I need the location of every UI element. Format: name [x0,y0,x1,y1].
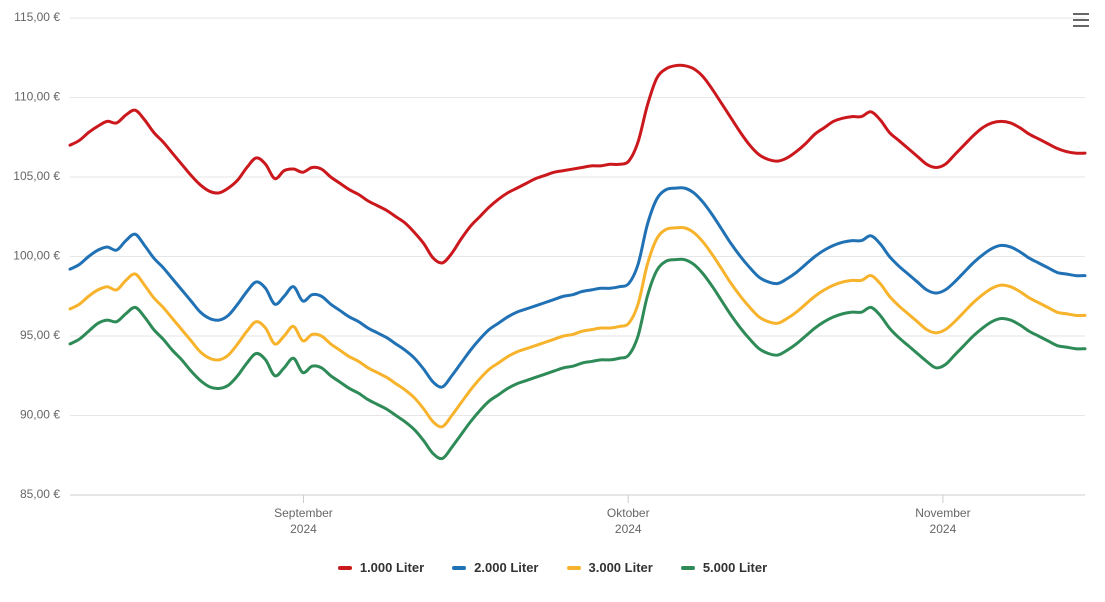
x-axis-tick-sublabel: 2024 [290,522,317,536]
series-line [70,65,1085,263]
legend-item[interactable]: 2.000 Liter [452,560,538,575]
y-axis-tick-label: 110,00 € [14,90,60,104]
x-axis-tick-label: November [915,506,970,520]
legend-swatch [681,566,695,570]
legend-item[interactable]: 3.000 Liter [567,560,653,575]
legend-swatch [338,566,352,570]
legend-item[interactable]: 1.000 Liter [338,560,424,575]
y-axis-tick-label: 85,00 € [20,487,60,501]
legend-label: 1.000 Liter [360,560,424,575]
price-chart: 85,00 € 90,00 € 95,00 € 100,00 € 105,00 € 110… [0,0,1105,602]
legend-item[interactable]: 5.000 Liter [681,560,767,575]
y-axis-tick-label: 115,00 € [14,10,60,24]
series-line [70,227,1085,426]
x-axis-tick-sublabel: 2024 [615,522,642,536]
x-axis-tick-sublabel: 2024 [930,522,957,536]
legend-label: 3.000 Liter [589,560,653,575]
y-axis-tick-label: 105,00 € [13,169,60,183]
y-axis-tick-label: 90,00 € [20,408,60,422]
legend-label: 2.000 Liter [474,560,538,575]
chart-svg: 85,00 € 90,00 € 95,00 € 100,00 € 105,00 € 110… [0,0,1105,555]
legend-label: 5.000 Liter [703,560,767,575]
legend-swatch [452,566,466,570]
legend: 1.000 Liter 2.000 Liter 3.000 Liter 5.000 L… [0,560,1105,575]
legend-swatch [567,566,581,570]
series-line [70,188,1085,387]
y-axis-tick-label: 100,00 € [13,249,60,263]
y-axis-tick-label: 95,00 € [20,328,60,342]
x-axis-tick-label: September [274,506,333,520]
hamburger-menu-icon[interactable] [1069,8,1093,32]
x-axis-tick-label: Oktober [607,506,650,520]
